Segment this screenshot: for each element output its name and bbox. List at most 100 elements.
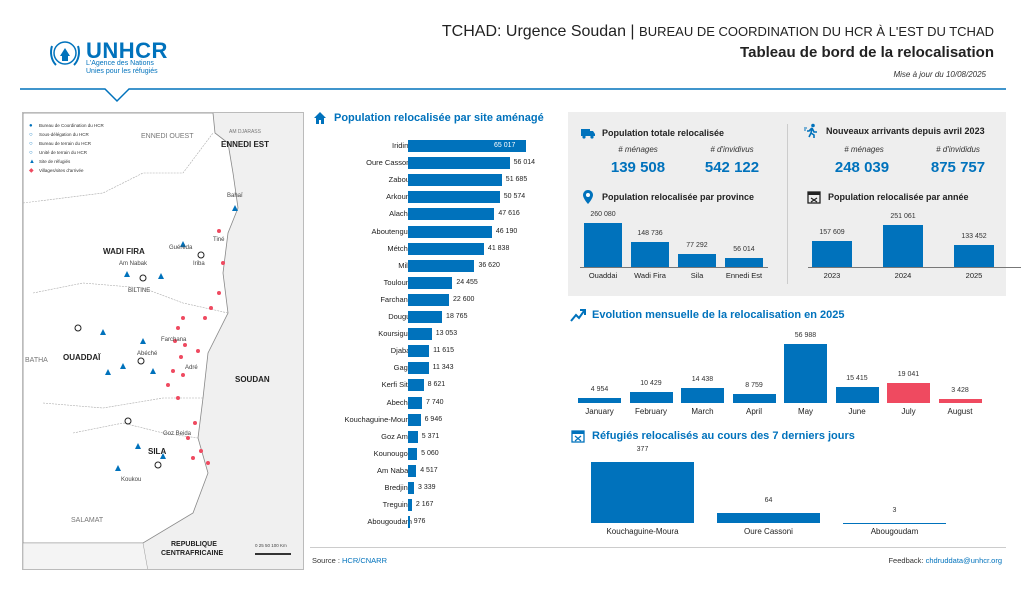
site-bar-row: Arkoum 50 574	[310, 189, 560, 206]
site-bar-row: Gaga 11 343	[310, 360, 560, 377]
monthly-title: Evolution mensuelle de la relocalisation…	[592, 309, 845, 321]
week-title: Réfugiés relocalisés au cours des 7 dern…	[592, 430, 855, 442]
site-bar	[408, 328, 432, 341]
site-bar-value: 50 574	[503, 193, 526, 201]
site-bar-value: 47 616	[498, 210, 520, 218]
org-tagline-2: Unies pour les réfugiés	[86, 68, 158, 75]
province-bar-value: 148 736	[637, 229, 663, 237]
site-bar-label: Bredjing	[384, 483, 412, 492]
page-subtitle: Tableau de bord de la relocalisation	[740, 44, 994, 61]
year-heading: Population relocalisée par année	[806, 189, 969, 205]
map-label-gueredas: Guéréda	[169, 245, 193, 251]
week-bar-category: Oure Cassoni	[744, 527, 793, 536]
new-arrivals-heading: Nouveaux arrivants depuis avril 2023	[804, 123, 985, 139]
map-label-biltine: BILTINE	[128, 288, 151, 294]
update-date: Mise à jour du 10/08/2025	[893, 70, 986, 79]
year-bar	[883, 225, 923, 267]
map-shapes	[23, 113, 303, 569]
monthly-bar	[887, 383, 930, 403]
year-bar-category: 2023	[823, 271, 841, 280]
province-bar-category: Wadi Fira	[634, 271, 666, 280]
site-chart-heading: Population relocalisée par site aménagé	[312, 110, 544, 126]
map-label-ennedi-est: ENNEDI EST	[221, 140, 270, 149]
site-bar-value: 11 615	[433, 347, 454, 355]
site-bar	[408, 430, 418, 443]
kpi-divider	[787, 124, 788, 284]
site-bar	[408, 293, 450, 306]
site-bar-row: Abeche 7 740	[310, 395, 560, 412]
site-bar-row: Koursigue 13 053	[310, 326, 560, 343]
site-bar-value: 36 620	[478, 261, 500, 269]
arrivals-individuals-value: 875 757	[930, 159, 986, 176]
week-bar	[717, 512, 820, 523]
site-bar-chart: Iridimi 65 017 Oure Cassoni 56 014 Zabout 51 …	[310, 138, 560, 538]
field-office-icon: ○	[29, 141, 33, 147]
arrivals-households-caption: # ménages	[844, 145, 884, 154]
site-bar-value: 41 838	[487, 244, 510, 252]
monthly-bar	[629, 392, 673, 403]
monthly-bar-category: June	[848, 407, 866, 416]
site-bar-label: Abougoudam	[367, 517, 412, 527]
site-bar-value: 65 017	[494, 142, 516, 149]
org-tagline-1: L'Agence des Nations	[86, 60, 154, 67]
year-bar-value: 133 452	[961, 232, 987, 240]
arrivals-individuals-caption: # d'invididus	[936, 145, 980, 154]
week-bar-value: 64	[764, 496, 773, 504]
site-bar	[408, 208, 495, 221]
source-link[interactable]: HCR/CNARR	[342, 556, 388, 565]
total-individuals-caption: # d'invidivus	[710, 145, 754, 154]
arrival-village-icon: ◆	[29, 168, 34, 174]
site-bar-label: Zabout	[388, 175, 412, 185]
site-bar	[408, 345, 430, 358]
site-bar-row: Treguine 2 167	[310, 497, 560, 514]
site-bar-label: Kouchaguine-Moura	[344, 414, 412, 424]
site-bar-label: Dougui	[388, 312, 412, 321]
monthly-bar-value: 3 428	[951, 387, 969, 395]
monthly-bar	[835, 387, 879, 403]
map-label-wadi-fira: WADI FIRA	[103, 247, 145, 256]
site-bar	[408, 447, 418, 460]
total-individuals-value: 542 122	[704, 159, 760, 176]
site-bar-label: Kounougou	[373, 448, 412, 458]
map-label-rca-line1: REPUBLIQUE	[171, 541, 217, 548]
map-label-sila: SILA	[148, 447, 167, 456]
legend-item: ◆ Villages/sites d'arrivée	[29, 168, 84, 174]
province-bar-category: Ouaddai	[588, 271, 618, 280]
site-bar-label: Mile	[398, 260, 412, 270]
week-bar-value: 3	[892, 506, 897, 514]
legend-item: ○ Bureau de terrain du HCR	[29, 141, 92, 147]
province-heading: Population relocalisée par province	[580, 189, 754, 205]
site-bar-row: Mile 36 620	[310, 258, 560, 275]
site-bar-value: 7 740	[426, 398, 444, 406]
monthly-bar-category: March	[691, 407, 714, 416]
kpi-panel: Population totale relocalisée # ménages …	[568, 112, 1021, 296]
site-bar	[408, 362, 429, 375]
site-bar-value: 46 190	[495, 227, 518, 235]
monthly-bar	[784, 344, 827, 403]
province-bar	[584, 223, 622, 267]
site-bar-label: Abeche	[386, 397, 412, 407]
year-bar-category: 2024	[894, 271, 912, 280]
year-bar	[954, 244, 994, 267]
coordination-office-icon: ●	[29, 123, 33, 129]
monthly-bar-value: 8 759	[745, 381, 763, 389]
map-label-koukou: Koukou	[121, 477, 142, 483]
feedback-email-link[interactable]: chdruddata@unhcr.org	[925, 556, 1002, 565]
total-relocated-title: Population totale relocalisée	[602, 128, 725, 138]
monthly-bar-value: 10 429	[640, 380, 662, 388]
site-bar-row: Bredjing 3 339	[310, 480, 560, 497]
feedback-label: Feedback:	[888, 556, 926, 565]
truck-icon	[581, 129, 595, 139]
map-label-adre: Adré	[185, 365, 198, 371]
site-bar-row: Iridimi 65 017	[310, 138, 560, 155]
monthly-bar	[578, 397, 621, 403]
year-bar-value: 157 609	[819, 228, 845, 236]
site-bar	[408, 242, 484, 255]
house-icon	[314, 112, 326, 124]
site-bar-row: Dougui 18 765	[310, 309, 560, 326]
map-label-am-nabak: Am Nabak	[119, 261, 148, 267]
province-bar-category: Ennedi Est	[725, 271, 763, 280]
site-bar-label: Kerfi Site	[381, 380, 412, 390]
map-scale: 0 25 50 100 Km	[255, 543, 287, 548]
site-bar-row: Djabal 11 615	[310, 343, 560, 360]
